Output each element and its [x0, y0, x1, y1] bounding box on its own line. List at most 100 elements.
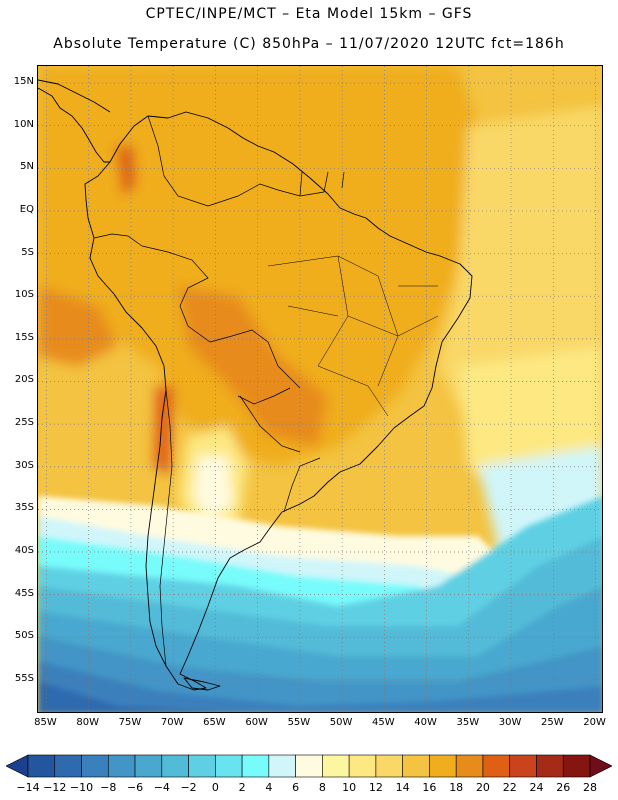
colorbar-tick-label: 0	[211, 781, 219, 794]
border-bolivia-paraguay	[237, 387, 291, 405]
border-bolivia-brazil	[209, 329, 301, 389]
colorbar-segment	[215, 754, 243, 778]
lat-tick-label: 5N	[20, 161, 34, 173]
colorbar-tick-label: 20	[475, 781, 490, 794]
lat-tick-label: 55S	[14, 672, 34, 684]
lat-tick-label: 35S	[14, 502, 34, 514]
colorbar-tick-label: −12	[43, 781, 67, 794]
border-peru-brazil	[141, 245, 211, 343]
field-band-m10-m8	[38, 681, 223, 712]
colorbar-tick-label: 16	[422, 781, 437, 794]
lon-tick-label: 40W	[414, 717, 437, 728]
colorbar-segment	[562, 754, 591, 778]
lat-tick-label: 10S	[14, 289, 34, 301]
lat-tick-label: 30S	[14, 459, 34, 471]
colorbar-tick-label: 18	[449, 781, 464, 794]
colorbar-tick-label: 6	[292, 781, 300, 794]
south-america-coastline	[84, 111, 473, 691]
lat-tick-label: 25S	[14, 417, 34, 429]
colorbar-tick-label: 4	[265, 781, 273, 794]
temperature-colorbar	[6, 754, 612, 778]
colorbar-segment	[348, 754, 377, 778]
colorbar-tick-label: 14	[395, 781, 410, 794]
lon-tick-label: 55W	[287, 717, 311, 728]
colorbar-tick-label: 28	[583, 781, 597, 794]
lat-tick-label: 40S	[14, 545, 34, 556]
field-band-m8-m6	[38, 661, 602, 712]
map-title-line-2: Absolute Temperature (C) 850hPa – 11/07/…	[53, 36, 565, 52]
colorbar-segment	[375, 754, 403, 778]
colorbar-tick-label: 2	[238, 781, 246, 794]
lon-tick-label: 50W	[329, 717, 353, 728]
tierra-del-fuego	[183, 677, 221, 691]
border-paraguay-argentina	[239, 395, 301, 453]
colorbar-segment	[107, 754, 136, 778]
colorbar-segment	[134, 754, 163, 778]
border-ecuador-peru	[93, 233, 143, 247]
brazil-state-lines	[267, 255, 439, 417]
colorbar-segment	[322, 754, 350, 778]
border-venezuela-brazil	[207, 183, 325, 207]
lat-tick-label: EQ	[19, 203, 34, 215]
field-hot-core-pacific	[38, 286, 118, 366]
lat-tick-label: 20S	[14, 374, 34, 386]
colorbar-segment	[429, 754, 457, 778]
lat-tick-label: 15S	[14, 331, 34, 343]
colorbar-segment	[482, 754, 511, 778]
lon-tick-label: 30W	[498, 717, 522, 728]
colorbar-segment	[268, 754, 296, 778]
border-colombia-venezuela	[147, 115, 209, 207]
lon-tick-label: 75W	[118, 717, 142, 728]
lon-tick-label: 80W	[76, 717, 99, 728]
colorbar-arrow-high	[589, 754, 612, 778]
lon-tick-label: 65W	[203, 717, 226, 728]
colorbar-segment	[54, 754, 82, 778]
colorbar-segment	[536, 754, 564, 778]
field-cool-plume-core	[193, 456, 233, 521]
lat-tick-label: 5S	[21, 246, 34, 258]
lat-tick-label: 15N	[13, 76, 34, 88]
border-chile-argentina	[159, 389, 173, 667]
map-panel	[37, 65, 603, 713]
colorbar-tick-label: −6	[126, 781, 144, 794]
lat-lon-grid	[38, 66, 602, 712]
colorbar-segment	[509, 754, 537, 778]
field-band-m6-m4	[38, 636, 602, 712]
central-america-coastline	[38, 87, 110, 163]
colorbar-segment	[455, 754, 484, 778]
colorbar-arrow-low	[6, 754, 29, 778]
colorbar-tick-label: 22	[502, 781, 517, 794]
colorbar-segment	[188, 754, 216, 778]
field-band-18-20	[38, 66, 478, 466]
lon-tick-label: 35W	[456, 717, 480, 728]
colorbar-tick-label: 10	[342, 781, 357, 794]
colorbar-tick-label: −2	[180, 781, 197, 794]
country-borders	[93, 115, 439, 667]
lon-tick-label: 25W	[541, 717, 564, 728]
lat-tick-label: 50S	[14, 630, 34, 642]
map-title-line-1: CPTEC/INPE/MCT – Eta Model 15km – GFS	[145, 6, 473, 22]
border-guianas	[299, 171, 345, 197]
border-argentina-uruguay	[283, 457, 321, 513]
colorbar-segment	[81, 754, 109, 778]
lon-tick-label: 60W	[245, 717, 268, 728]
colorbar-tick-label: 8	[318, 781, 326, 794]
colorbar-segment	[295, 754, 323, 778]
colorbar-tick-label: 24	[529, 781, 544, 794]
lat-tick-label: 10N	[13, 118, 34, 130]
lat-tick-label: 45S	[14, 587, 34, 599]
coastline	[38, 79, 473, 691]
caribbean-north-coast	[38, 79, 111, 113]
colorbar-tick-label: −10	[69, 781, 94, 794]
lon-tick-label: 45W	[372, 717, 395, 728]
colorbar-segment	[161, 754, 189, 778]
lon-tick-label: 85W	[34, 717, 57, 728]
colorbar-tick-label: 26	[556, 781, 571, 794]
colorbar-tick-label: −14	[16, 781, 40, 794]
colorbar-segment	[27, 754, 56, 778]
colorbar-segment	[241, 754, 270, 778]
temperature-field-map	[38, 66, 602, 712]
lon-tick-label: 20W	[583, 717, 606, 728]
colorbar-segment	[402, 754, 430, 778]
colorbar-tick-label: −8	[100, 781, 117, 794]
